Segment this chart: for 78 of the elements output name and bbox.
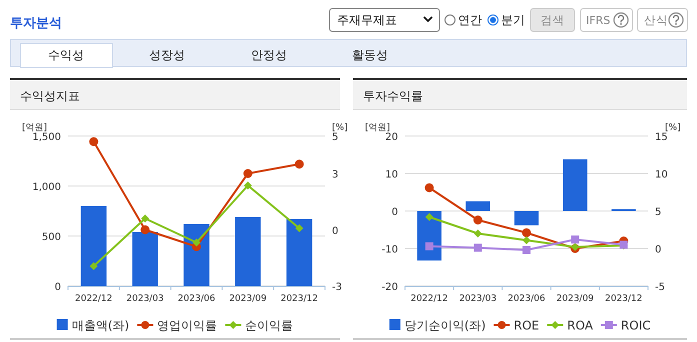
text: IFRS xyxy=(586,14,610,27)
x-tick-label: 2023/09 xyxy=(556,294,594,304)
point xyxy=(90,262,98,270)
legend-label: ROA xyxy=(567,318,594,332)
text: 검색 xyxy=(540,13,564,27)
y2-axis-title: [%] xyxy=(332,123,348,133)
bar xyxy=(466,201,490,211)
y-tick-label: 0 xyxy=(392,207,398,218)
y-tick-label: 0 xyxy=(54,282,61,293)
y2-tick-label: 0 xyxy=(655,244,662,256)
bar xyxy=(562,159,588,211)
y2-tick-label: 3 xyxy=(332,170,338,180)
y-axis-title: [억원] xyxy=(365,123,390,133)
x-tick-label: 2023/06 xyxy=(508,294,546,304)
y-tick-label: 20 xyxy=(385,132,398,143)
text: 연간 xyxy=(458,13,482,27)
point xyxy=(244,182,252,190)
text: 주재무제표 xyxy=(337,13,397,27)
legend-label: 영업이익률 xyxy=(157,318,218,332)
y-tick-label: 1,000 xyxy=(32,182,61,193)
bar xyxy=(514,211,539,226)
bar xyxy=(132,232,158,286)
point xyxy=(473,216,482,224)
text: 분기 xyxy=(501,13,525,27)
y2-tick-label: 15 xyxy=(655,132,668,143)
text: 활동성 xyxy=(352,48,388,62)
y-tick-label: 500 xyxy=(42,232,61,243)
point xyxy=(294,160,304,169)
text: 산식 xyxy=(644,13,668,27)
text: 성장성 xyxy=(149,48,185,62)
text: 투자분석 xyxy=(10,16,62,31)
y-axis-title: [억원] xyxy=(22,123,48,133)
y2-tick-label: -3 xyxy=(332,282,342,293)
point xyxy=(522,246,530,254)
x-tick-label: 2023/03 xyxy=(459,294,497,304)
point xyxy=(425,242,434,250)
point xyxy=(424,183,434,192)
x-tick-label: 2023/03 xyxy=(126,294,164,304)
y2-axis-title: [%] xyxy=(665,123,681,133)
text: 안정성 xyxy=(251,48,287,62)
legend-label: 당기순이익(좌) xyxy=(404,318,486,332)
point xyxy=(474,230,482,238)
x-tick-label: 2022/12 xyxy=(75,294,112,304)
chart-title: 수익성지표 xyxy=(20,89,80,103)
y2-tick-label: 0 xyxy=(332,226,338,237)
x-tick-label: 2022/12 xyxy=(410,294,448,304)
point xyxy=(89,137,98,146)
text: 수익성 xyxy=(48,48,84,62)
y2-tick-label: 5 xyxy=(655,207,662,218)
x-tick-label: 2023/09 xyxy=(229,294,267,304)
point xyxy=(192,238,200,246)
bar xyxy=(80,206,107,286)
point xyxy=(474,244,482,252)
chart-title: 투자수익률 xyxy=(363,89,423,103)
legend-label: 순이익률 xyxy=(245,318,294,332)
bar xyxy=(235,217,261,286)
y2-tick-label: 5 xyxy=(332,132,338,143)
y-tick-label: -20 xyxy=(382,282,398,293)
point xyxy=(571,236,580,244)
y2-tick-label: -5 xyxy=(655,282,665,293)
y-tick-label: 10 xyxy=(385,170,398,180)
x-tick-label: 2023/12 xyxy=(605,294,642,304)
y-tick-label: -10 xyxy=(382,244,398,256)
legend-label: ROE xyxy=(514,318,540,332)
point xyxy=(295,224,304,232)
point xyxy=(522,228,531,238)
point xyxy=(141,214,150,222)
x-tick-label: 2023/06 xyxy=(178,294,216,304)
point xyxy=(425,213,434,221)
y-tick-label: 1,500 xyxy=(32,132,61,143)
point xyxy=(140,225,150,234)
y2-tick-label: 10 xyxy=(655,170,668,180)
legend-label: 매출액(좌) xyxy=(72,318,130,332)
bar xyxy=(286,219,312,286)
point xyxy=(243,169,252,178)
legend-label: ROIC xyxy=(620,318,651,332)
x-tick-label: 2023/12 xyxy=(280,294,318,304)
point xyxy=(522,236,530,244)
